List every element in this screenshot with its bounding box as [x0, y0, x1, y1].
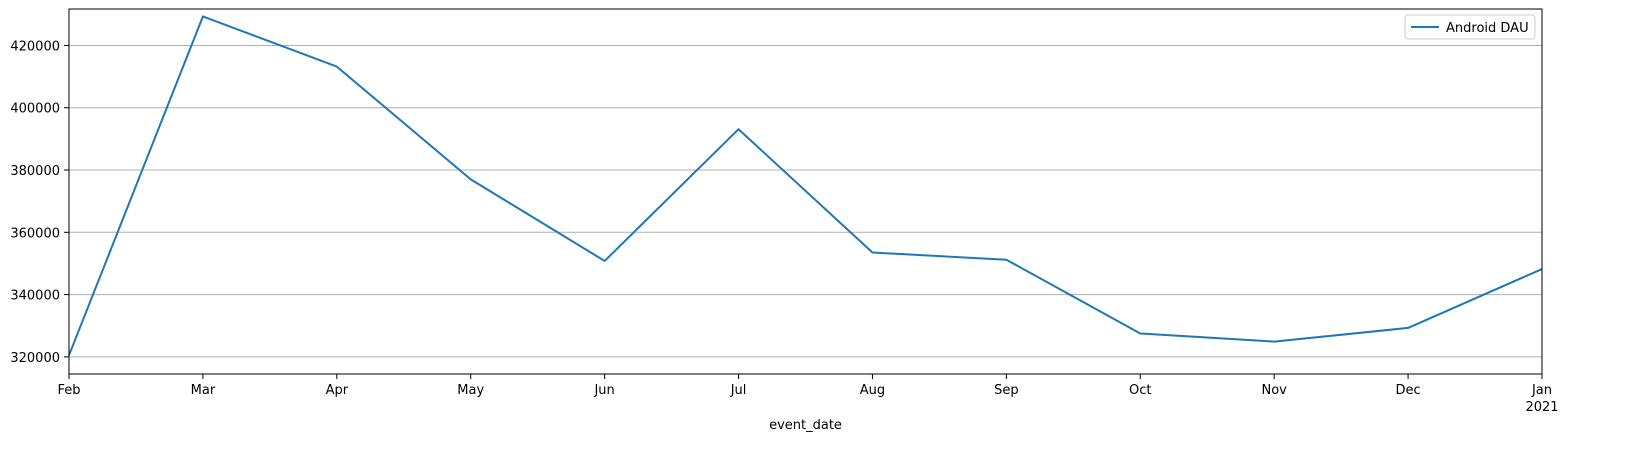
x-axis-year-label: 2021 — [1525, 400, 1558, 415]
y-tick-label: 400000 — [10, 102, 60, 117]
x-tick-label: Nov — [1261, 383, 1287, 398]
y-gridlines — [69, 44, 1542, 358]
x-tick-label: Jun — [593, 383, 614, 398]
y-tick-label: 320000 — [10, 351, 60, 366]
x-tick-label: Apr — [326, 383, 349, 398]
x-tick-label: Aug — [860, 383, 885, 398]
legend: Android DAU — [1404, 14, 1536, 40]
x-tick-label: Jan — [1531, 383, 1552, 398]
x-axis-ticks: Feb Mar Apr May Jun Jul Aug Sep Oct Nov Dec Jan — [57, 374, 1552, 398]
y-axis-ticks: 320000 340000 360000 380000 400000 420000 — [10, 39, 69, 366]
x-tick-label: Oct — [1129, 383, 1151, 398]
x-tick-label: Mar — [191, 383, 216, 398]
y-tick-label: 380000 — [10, 164, 60, 179]
x-axis-title: event_date — [769, 418, 842, 433]
x-tick-label: Dec — [1396, 383, 1421, 398]
legend-label-android-dau: Android DAU — [1446, 21, 1529, 36]
plot-area-frame — [68, 8, 1543, 375]
y-tick-label: 420000 — [10, 39, 60, 54]
y-tick-label: 340000 — [10, 289, 60, 304]
x-tick-label: Jul — [730, 383, 747, 398]
y-tick-label: 360000 — [10, 226, 60, 241]
series-lines — [68, 15, 1543, 356]
x-tick-label: May — [457, 383, 484, 398]
legend-frame — [1404, 14, 1536, 40]
x-tick-label: Sep — [994, 383, 1019, 398]
x-tick-label: Feb — [57, 383, 80, 398]
series-line-android-dau — [68, 15, 1543, 356]
